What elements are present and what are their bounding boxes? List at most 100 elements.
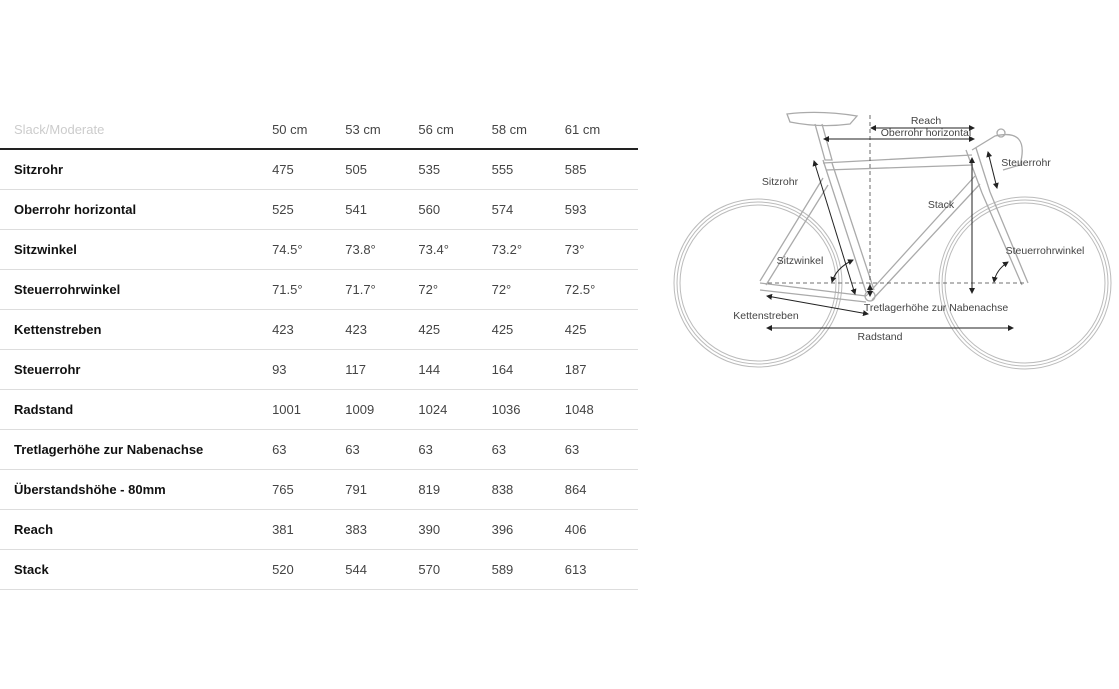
row-value: 73.2°	[491, 229, 565, 270]
row-value: 574	[491, 189, 565, 230]
label-reach: Reach	[911, 115, 942, 127]
row-value: 560	[418, 189, 492, 230]
row-value: 1048	[564, 389, 638, 430]
row-value: 73°	[564, 229, 638, 270]
row-value: 425	[491, 309, 565, 350]
size-column-header: 56 cm	[418, 110, 492, 150]
row-label: Sitzwinkel	[0, 229, 273, 270]
label-radstand: Radstand	[858, 331, 903, 343]
row-value: 791	[345, 469, 419, 510]
row-value: 520	[272, 549, 346, 590]
table-row: Tretlagerhöhe zur Nabenachse 63 63 63 63 63	[0, 429, 638, 470]
row-value: 63	[272, 429, 346, 470]
steuerrohrwinkel-arc	[991, 261, 1009, 283]
table-header: Slack/Moderate 50 cm 53 cm 56 cm 58 cm 61 cm	[0, 110, 638, 150]
row-value: 381	[272, 509, 346, 550]
header-label: Slack/Moderate	[0, 110, 273, 150]
row-value: 1024	[418, 389, 492, 430]
table-row: Oberrohr horizontal 525 541 560 574 593	[0, 189, 638, 230]
row-label: Kettenstreben	[0, 309, 273, 350]
table-row: Reach 381 383 390 396 406	[0, 509, 638, 550]
row-value: 570	[418, 549, 492, 590]
row-value: 72°	[418, 269, 492, 310]
row-value: 864	[564, 469, 638, 510]
row-value: 505	[345, 149, 419, 190]
table-row: Kettenstreben 423 423 425 425 425	[0, 309, 638, 350]
rear-wheel	[673, 198, 843, 368]
size-column-header: 50 cm	[272, 110, 346, 150]
row-value: 1001	[272, 389, 346, 430]
row-value: 525	[272, 189, 346, 230]
row-value: 541	[345, 189, 419, 230]
row-label: Überstandshöhe - 80mm	[0, 469, 273, 510]
row-value: 1009	[345, 389, 419, 430]
steuerrohr-arrow	[986, 151, 999, 189]
row-value: 423	[272, 309, 346, 350]
sitzrohr-arrow	[812, 160, 857, 295]
row-value: 406	[564, 509, 638, 550]
row-value: 71.7°	[345, 269, 419, 310]
row-label: Stack	[0, 549, 273, 590]
row-value: 63	[418, 429, 492, 470]
row-value: 396	[491, 509, 565, 550]
row-value: 164	[491, 349, 565, 390]
row-label: Steuerrohr	[0, 349, 273, 390]
table-row: Sitzrohr 475 505 535 555 585	[0, 149, 638, 190]
table-row: Überstandshöhe - 80mm 765 791 819 838 864	[0, 469, 638, 510]
sitzwinkel-arc	[830, 259, 854, 283]
label-sitzrohr: Sitzrohr	[762, 176, 799, 188]
row-value: 613	[564, 549, 638, 590]
label-tretlager: Tretlagerhöhe zur Nabenachse	[864, 302, 1009, 314]
row-value: 593	[564, 189, 638, 230]
row-value: 63	[564, 429, 638, 470]
label-kettenstreben: Kettenstreben	[733, 310, 799, 322]
row-value: 425	[418, 309, 492, 350]
label-oberrohr: Oberrohr horizontal	[881, 127, 971, 139]
row-value: 475	[272, 149, 346, 190]
row-value: 93	[272, 349, 346, 390]
row-value: 144	[418, 349, 492, 390]
row-value: 383	[345, 509, 419, 550]
label-steuerrohr: Steuerrohr	[1001, 157, 1051, 169]
row-value: 425	[564, 309, 638, 350]
kettenstreben-arrow	[766, 293, 869, 317]
row-value: 73.4°	[418, 229, 492, 270]
row-label: Steuerrohrwinkel	[0, 269, 273, 310]
table-row: Steuerrohrwinkel 71.5° 71.7° 72° 72° 72.5°	[0, 269, 638, 310]
table-row: Stack 520 544 570 589 613	[0, 549, 638, 590]
row-value: 765	[272, 469, 346, 510]
row-label: Sitzrohr	[0, 149, 273, 190]
bike-geometry-diagram: Reach Oberrohr horizontal Steuerrohr Sit…	[673, 111, 1112, 370]
row-value: 589	[491, 549, 565, 590]
row-label: Tretlagerhöhe zur Nabenachse	[0, 429, 273, 470]
row-value: 555	[491, 149, 565, 190]
row-value: 63	[491, 429, 565, 470]
row-value: 838	[491, 469, 565, 510]
label-stack: Stack	[928, 199, 955, 211]
row-value: 423	[345, 309, 419, 350]
label-steuerrohrwinkel: Steuerrohrwinkel	[1006, 245, 1085, 257]
row-value: 72°	[491, 269, 565, 310]
row-label: Reach	[0, 509, 273, 550]
row-value: 535	[418, 149, 492, 190]
frame	[759, 111, 1029, 303]
row-value: 819	[418, 469, 492, 510]
row-value: 71.5°	[272, 269, 346, 310]
row-label: Radstand	[0, 389, 273, 430]
row-value: 73.8°	[345, 229, 419, 270]
label-sitzwinkel: Sitzwinkel	[777, 255, 824, 267]
row-value: 390	[418, 509, 492, 550]
row-value: 72.5°	[564, 269, 638, 310]
row-value: 74.5°	[272, 229, 346, 270]
row-value: 63	[345, 429, 419, 470]
table-row: Steuerrohr 93 117 144 164 187	[0, 349, 638, 390]
table-row: Radstand 1001 1009 1024 1036 1048	[0, 389, 638, 430]
size-column-header: 61 cm	[564, 110, 638, 150]
row-value: 187	[564, 349, 638, 390]
size-column-header: 53 cm	[345, 110, 419, 150]
table-row: Sitzwinkel 74.5° 73.8° 73.4° 73.2° 73°	[0, 229, 638, 270]
geometry-table: Slack/Moderate 50 cm 53 cm 56 cm 58 cm 61 cm…	[0, 110, 638, 590]
row-label: Oberrohr horizontal	[0, 189, 273, 230]
row-value: 544	[345, 549, 419, 590]
row-value: 585	[564, 149, 638, 190]
